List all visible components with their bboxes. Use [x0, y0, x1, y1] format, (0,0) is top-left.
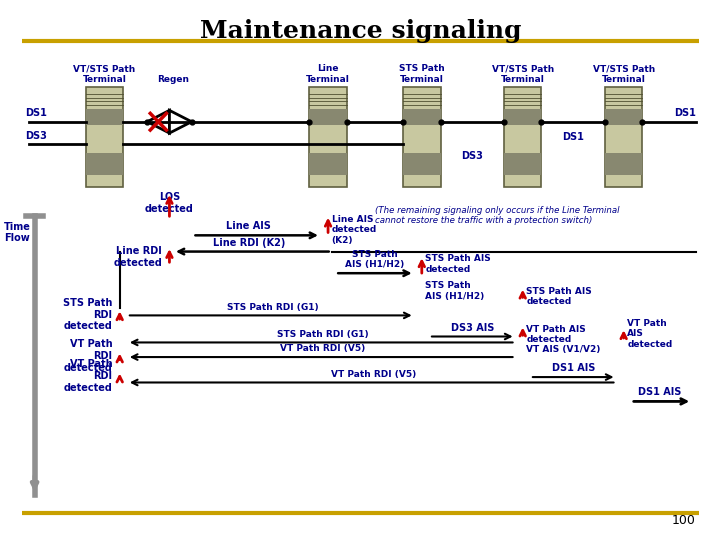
Text: Line RDI
detected: Line RDI detected	[113, 246, 162, 268]
Text: VT/STS Path
Terminal: VT/STS Path Terminal	[593, 64, 655, 84]
Bar	[309, 153, 347, 175]
Bar	[403, 109, 441, 124]
Text: STS Path
Terminal: STS Path Terminal	[399, 64, 445, 84]
Bar	[86, 153, 123, 175]
Text: STS Path
RDI
detected: STS Path RDI detected	[63, 298, 112, 332]
Bar	[605, 87, 642, 187]
Text: STS Path RDI (G1): STS Path RDI (G1)	[277, 329, 369, 339]
Bar	[86, 109, 123, 124]
Bar	[86, 87, 123, 187]
Text: Line
Terminal: Line Terminal	[306, 64, 350, 84]
Text: VT Path
AIS
detected: VT Path AIS detected	[627, 319, 673, 349]
Text: STS Path RDI (G1): STS Path RDI (G1)	[226, 302, 319, 312]
Bar	[403, 153, 441, 175]
Text: 100: 100	[672, 514, 696, 527]
Text: DS1: DS1	[562, 132, 584, 142]
Text: DS3 AIS: DS3 AIS	[451, 323, 494, 333]
Text: VT Path
RDI
detected: VT Path RDI detected	[63, 359, 112, 393]
Bar	[504, 87, 541, 187]
Text: STS Path
AIS (H1/H2): STS Path AIS (H1/H2)	[345, 250, 404, 269]
Text: VT Path AIS
detected
VT AIS (V1/V2): VT Path AIS detected VT AIS (V1/V2)	[526, 325, 601, 354]
Bar	[504, 153, 541, 175]
Text: Regen: Regen	[157, 75, 189, 84]
Text: Line AIS: Line AIS	[226, 221, 271, 231]
Text: DS1: DS1	[674, 108, 696, 118]
Text: VT Path
RDI
detected: VT Path RDI detected	[63, 339, 112, 373]
Polygon shape	[169, 110, 192, 133]
Text: VT Path RDI (V5): VT Path RDI (V5)	[331, 370, 416, 379]
Bar	[605, 153, 642, 175]
Text: DS1: DS1	[25, 108, 47, 118]
Text: Line RDI (K2): Line RDI (K2)	[213, 238, 285, 248]
Bar	[309, 87, 347, 187]
Text: DS1 AIS: DS1 AIS	[638, 387, 681, 397]
Bar	[309, 109, 347, 124]
Text: Time
Flow: Time Flow	[4, 222, 31, 243]
Text: DS1 AIS: DS1 AIS	[552, 364, 595, 373]
Bar	[605, 109, 642, 124]
Text: (The remaining signaling only occurs if the Line Terminal
cannot restore the tra: (The remaining signaling only occurs if …	[375, 206, 619, 225]
Text: Maintenance signaling: Maintenance signaling	[200, 19, 521, 43]
Text: LOS
detected: LOS detected	[145, 192, 194, 214]
Text: STS Path
AIS (H1/H2): STS Path AIS (H1/H2)	[425, 281, 485, 301]
Text: STS Path AIS
detected: STS Path AIS detected	[526, 287, 592, 306]
Text: VT/STS Path
Terminal: VT/STS Path Terminal	[74, 64, 136, 84]
Text: VT/STS Path
Terminal: VT/STS Path Terminal	[492, 64, 554, 84]
Bar	[403, 87, 441, 187]
Text: VT Path RDI (V5): VT Path RDI (V5)	[280, 344, 366, 353]
Text: DS3: DS3	[25, 131, 47, 141]
Polygon shape	[147, 110, 169, 133]
Text: Line AIS
detected
(K2): Line AIS detected (K2)	[332, 215, 377, 245]
Text: DS3: DS3	[461, 151, 483, 161]
Bar	[504, 109, 541, 124]
Text: STS Path AIS
detected: STS Path AIS detected	[425, 254, 491, 274]
